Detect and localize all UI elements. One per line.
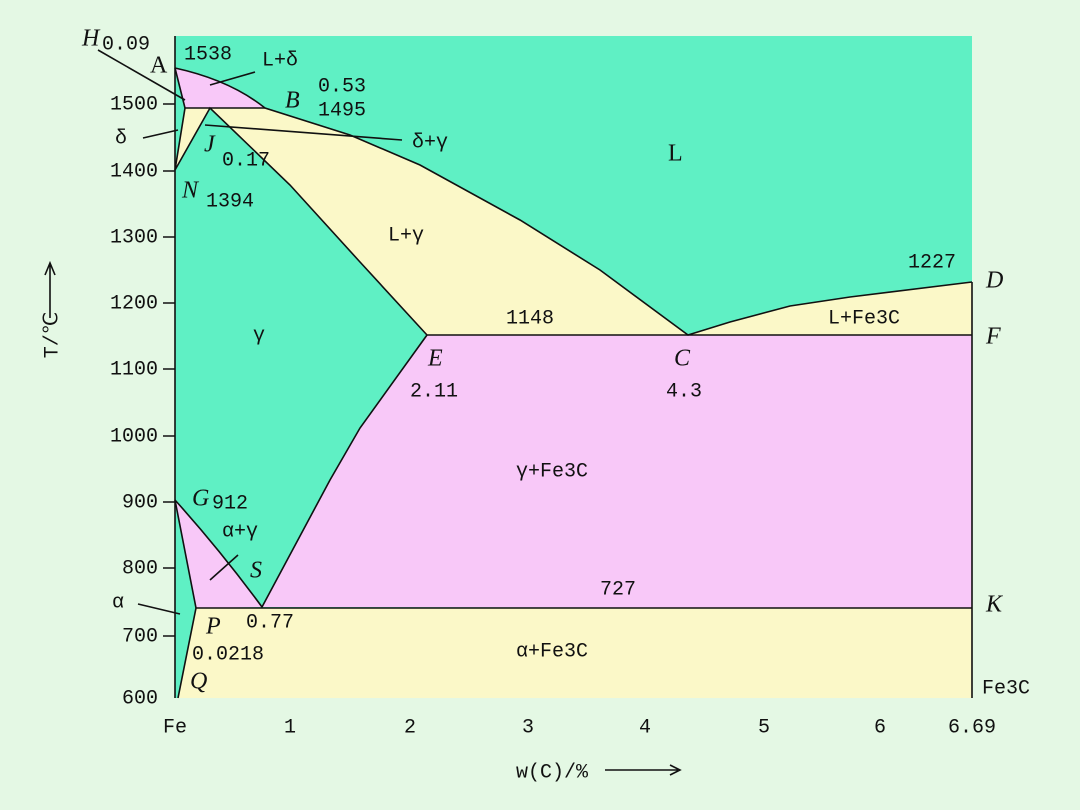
- point-letter: S: [250, 558, 262, 584]
- region-label: L+δ: [262, 49, 298, 72]
- x-tick-label: 5: [758, 716, 770, 739]
- point-letter: Q: [190, 669, 207, 695]
- point-letter: K: [985, 592, 1004, 618]
- point-value: 1148: [506, 307, 554, 330]
- point-value: 0.77: [246, 611, 294, 634]
- region-label: δ+γ: [412, 131, 448, 154]
- region-l-gamma: [210, 108, 688, 335]
- y-tick-label: 1300: [110, 226, 158, 249]
- point-letter: H: [81, 26, 101, 52]
- y-tick-label: 1400: [110, 160, 158, 183]
- point-value: 0.53: [318, 75, 366, 98]
- region-label: γ+Fe3C: [516, 460, 588, 483]
- y-tick-label: 1100: [110, 358, 158, 381]
- x-ticks: Fe 1 2 3 4 5 6 6.69: [163, 716, 996, 739]
- y-tick-label: 1200: [110, 292, 158, 315]
- region-label: L: [668, 141, 683, 167]
- point-letter: D: [985, 268, 1003, 294]
- y-tick-label: 600: [122, 687, 158, 710]
- x-tick-label: 6.69: [948, 716, 996, 739]
- x-tick-label: 2: [404, 716, 416, 739]
- y-tick-label: 900: [122, 491, 158, 514]
- region-alpha-gamma: [175, 500, 262, 608]
- point-letter: J: [204, 132, 216, 158]
- point-value: 1227: [908, 251, 956, 274]
- point-letter: G: [192, 486, 209, 512]
- region-label: α+Fe3C: [516, 640, 588, 663]
- x-tick-label: 6: [874, 716, 886, 739]
- point-value: 0.09: [102, 33, 150, 56]
- y-tick-label: 700: [122, 625, 158, 648]
- region-label: α: [112, 591, 124, 614]
- region-label: Fe3C: [982, 677, 1030, 700]
- region-l-delta: [175, 68, 265, 108]
- region-label: α+γ: [222, 520, 258, 543]
- region-label: L+Fe3C: [828, 307, 900, 330]
- x-tick-label: 4: [639, 716, 651, 739]
- point-value: 1495: [318, 99, 366, 122]
- y-ticks: 1500 1400 1300 1200 1100 1000 900 800 70…: [110, 93, 158, 710]
- region-label: δ: [115, 127, 127, 150]
- region-alpha-fe3c: [178, 608, 972, 698]
- point-letter: A: [150, 53, 168, 79]
- y-tick-label: 800: [122, 557, 158, 580]
- x-axis-label: w(C)/%: [516, 761, 589, 784]
- region-label: L+γ: [388, 224, 424, 247]
- point-value: 0.0218: [192, 643, 264, 666]
- x-tick-label: 1: [284, 716, 296, 739]
- point-letter: P: [205, 614, 221, 640]
- y-tick-label: 1500: [110, 93, 158, 116]
- point-value: 2.11: [410, 380, 458, 403]
- region-label: γ: [253, 324, 265, 347]
- y-tick-label: 1000: [110, 425, 158, 448]
- point-letter: N: [181, 178, 200, 204]
- region-l-fe3c: [688, 282, 972, 335]
- point-value: 1538: [184, 43, 232, 66]
- region-labels: L L+δ δ δ+γ L+γ γ L+Fe3C γ+Fe3C α+γ α α+…: [112, 49, 1030, 700]
- point-letter: F: [985, 324, 1001, 350]
- x-tick-label: 3: [522, 716, 534, 739]
- x-tick-label: Fe: [163, 716, 187, 739]
- point-value: 727: [600, 578, 636, 601]
- point-value: 4.3: [666, 380, 702, 403]
- point-letter: E: [427, 346, 443, 372]
- point-letter: C: [674, 346, 691, 372]
- phase-lines: [44, 36, 973, 776]
- y-axis-label: T/℃: [41, 312, 64, 358]
- point-value: 0.17: [222, 149, 270, 172]
- point-value: 1394: [206, 190, 254, 213]
- region-gamma-fe3c: [262, 335, 972, 608]
- point-labels: H 0.09 A 1538 B 0.53 1495 J 0.17 N 1394 …: [81, 26, 1004, 695]
- point-value: 912: [212, 492, 248, 515]
- point-letter: B: [285, 88, 300, 114]
